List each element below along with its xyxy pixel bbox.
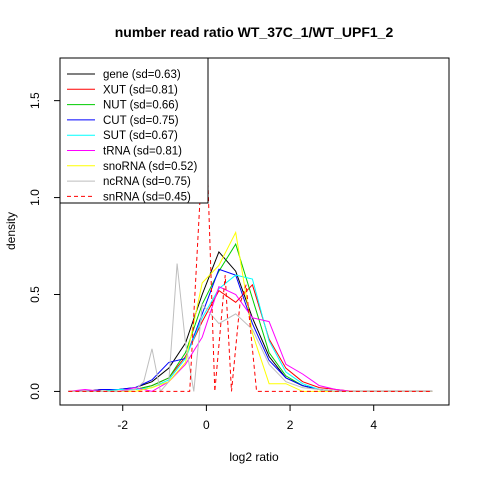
x-tick-label: 2 (287, 418, 294, 432)
legend-label: gene (sd=0.63) (103, 69, 181, 81)
chart-title: number read ratio WT_37C_1/WT_UPF1_2 (115, 24, 394, 40)
legend-label: NUT (sd=0.66) (103, 100, 179, 112)
x-axis-label: log2 ratio (229, 450, 279, 464)
legend-label: snRNA (sd=0.45) (103, 191, 191, 203)
legend-label: ncRNA (sd=0.75) (103, 176, 191, 188)
legend-label: CUT (sd=0.75) (103, 115, 179, 127)
legend-label: tRNA (sd=0.81) (103, 146, 182, 158)
legend-label: SUT (sd=0.67) (103, 130, 178, 142)
y-tick-label: 1.0 (28, 189, 42, 206)
x-tick-label: -2 (117, 418, 128, 432)
legend-box (59, 57, 209, 204)
x-tick-label: 0 (203, 418, 210, 432)
series-line-8 (68, 71, 433, 392)
series-line-7 (68, 263, 433, 393)
series-line-5 (68, 286, 433, 392)
y-axis-label: density (4, 212, 18, 250)
legend: gene (sd=0.63) XUT (sd=0.81) NUT (sd=0.66)… (59, 57, 209, 204)
x-tick-label: 4 (370, 418, 377, 432)
series-line-1 (68, 283, 433, 392)
y-tick-label: 0.5 (28, 286, 42, 303)
series-layer (68, 71, 433, 393)
legend-label: snoRNA (sd=0.52) (103, 161, 197, 173)
legend-label: XUT (sd=0.81) (103, 84, 178, 96)
x-axis: -2 0 2 4 (117, 404, 377, 432)
y-tick-label: 1.5 (28, 92, 42, 109)
y-tick-label: 0.0 (28, 383, 42, 400)
y-axis: 0.0 0.5 1.0 1.5 (28, 92, 61, 400)
